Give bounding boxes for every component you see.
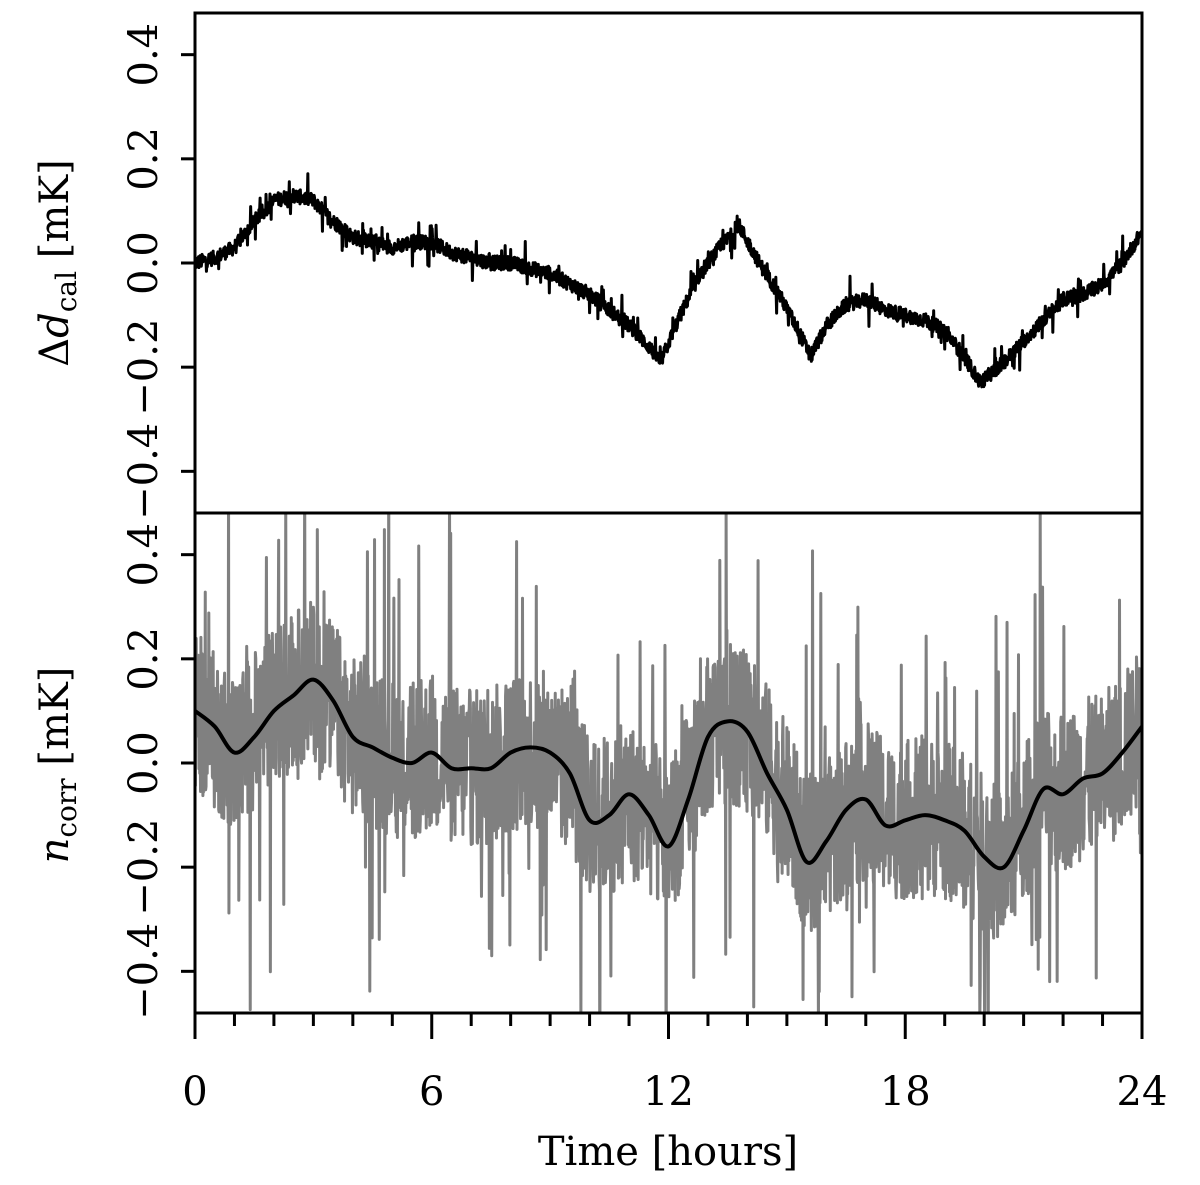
bottom-y-tick-label: 0.0 [121,731,167,795]
top-y-tick-label: −0.4 [121,423,167,520]
top-y-tick-label: −0.2 [121,319,167,416]
x-tick-label: 0 [182,1069,207,1115]
top-y-axis-label: Δdcal [mK] [32,159,83,367]
x-tick-label: 12 [643,1069,694,1115]
top-plot-area [195,172,1142,389]
bottom-series-1-line [195,677,1142,871]
bottom-plot-area [195,513,1142,1013]
bottom-y-axis-label: ncorr [mK] [32,667,83,864]
bottom-y-tick-label: −0.2 [121,819,167,916]
bottom-y-tick-label: 0.4 [121,523,167,587]
x-tick-label: 18 [880,1069,931,1115]
x-axis-label: Time [hours] [538,1129,798,1175]
x-tick-label: 24 [1117,1069,1168,1115]
top-panel: −0.4 −0.2 0.0 0.2 0.4 [121,11,1144,520]
bottom-y-tick-label: −0.4 [121,923,167,1020]
top-series-0-line [195,172,1142,389]
x-tick-label: 6 [419,1069,444,1115]
top-y-tick-label: 0.0 [121,231,167,295]
bottom-series-0-line [195,513,1142,1013]
bottom-panel: −0.4 −0.2 0.0 0.2 0.4 0 6 12 18 24 [121,511,1168,1115]
top-y-tick-label: 0.2 [121,127,167,191]
bottom-y-tick-label: 0.2 [121,627,167,691]
top-axes-frame [193,11,1144,515]
axis-labels: Δdcal [mK] ncorr [mK] Time [hours] [32,159,798,1175]
top-y-tick-label: 0.4 [121,23,167,87]
